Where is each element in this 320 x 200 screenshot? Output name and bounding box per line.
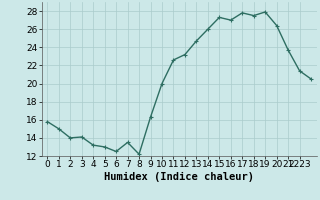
X-axis label: Humidex (Indice chaleur): Humidex (Indice chaleur) <box>104 172 254 182</box>
